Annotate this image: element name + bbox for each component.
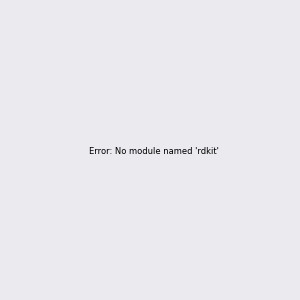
Text: Error: No module named 'rdkit': Error: No module named 'rdkit' bbox=[89, 147, 219, 156]
